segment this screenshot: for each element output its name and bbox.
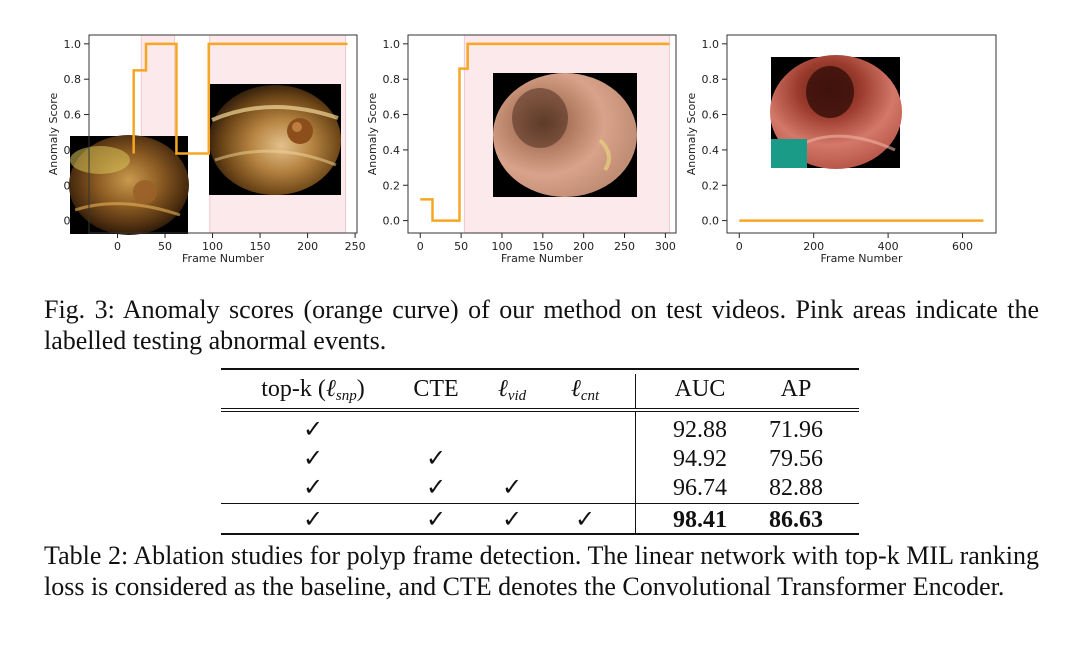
ap-value: 79.56: [769, 446, 823, 472]
y-tick-label: 0.8: [64, 73, 82, 86]
checkmark-cte: ✓: [425, 446, 447, 472]
y-tick-label: 0.8: [702, 73, 720, 86]
auc-value: 96.74: [673, 475, 727, 501]
anomaly-plot-2: 0.0 0.2 0.4 0.6 0.8 1.0 0 50 100 150 200 250 300 Fram…: [366, 34, 677, 265]
y-axis-label: Anomaly Score: [366, 92, 379, 175]
y-axis-label: Anomaly Score: [685, 92, 698, 175]
ap-value: 82.88: [769, 475, 823, 501]
y-tick-label: 1.0: [64, 38, 82, 51]
checkmark-cnt: ✓: [574, 507, 596, 533]
x-tick-label: 0: [736, 240, 743, 253]
checkmark-cte: ✓: [425, 507, 447, 533]
table-column-divider: [635, 412, 636, 533]
figure-caption: Fig. 3: Anomaly scores (orange curve) of…: [44, 295, 1039, 355]
x-tick-label: 150: [532, 240, 553, 253]
checkmark-topk: ✓: [302, 417, 324, 443]
table-header-rule: [221, 408, 859, 409]
auc-value: 94.92: [673, 446, 727, 472]
plot-frame: [726, 34, 997, 234]
endoscopy-frame-thumbnail: [69, 135, 189, 235]
x-tick-label: 50: [454, 240, 468, 253]
header-topk: top-k (ℓsnp): [261, 376, 365, 404]
plot-frame: [407, 34, 677, 234]
y-tick-label: 0.2: [702, 179, 720, 192]
anomaly-score-curve: [420, 42, 670, 222]
y-tick-label: 1.0: [383, 38, 401, 51]
anomaly-score-curve: [132, 42, 348, 155]
x-tick-label: 400: [878, 240, 899, 253]
endoscopy-frame-thumbnail: [209, 84, 341, 195]
y-axis-label: Anomaly Score: [47, 92, 60, 175]
checkmark-vid: ✓: [501, 507, 523, 533]
anomaly-score-figure: 0.0 0.2 0.4 0.6 0.8 1.0 0 50 100 150 200 250 Frame N…: [47, 34, 997, 265]
header-cte: CTE: [413, 376, 459, 402]
ap-value: 86.63: [769, 507, 823, 533]
y-tick-label: 0.6: [702, 109, 720, 122]
checkmark-topk: ✓: [302, 475, 324, 501]
y-tick-label: 0.0: [383, 215, 401, 228]
y-tick-label: 0.8: [383, 73, 401, 86]
x-tick-label: 50: [158, 240, 172, 253]
x-tick-label: 200: [297, 240, 318, 253]
annotation-box: [771, 139, 807, 168]
header-auc: AUC: [674, 376, 726, 402]
checkmark-topk: ✓: [302, 507, 324, 533]
table-bottom-rule: [221, 533, 859, 535]
x-tick-label: 300: [655, 240, 676, 253]
x-tick-label: 100: [491, 240, 512, 253]
x-tick-label: 200: [573, 240, 594, 253]
x-axis-label: Frame Number: [501, 252, 583, 265]
y-tick-label: 0.2: [383, 179, 401, 192]
table-caption: Table 2: Ablation studies for polyp fram…: [44, 541, 1039, 601]
endoscopy-frame-thumbnail: [493, 73, 637, 197]
header-l-vid: ℓvid: [497, 376, 527, 404]
ap-value: 71.96: [769, 417, 823, 443]
y-tick-label: 0.4: [702, 144, 720, 157]
auc-value: 98.41: [673, 507, 727, 533]
x-tick-label: 250: [614, 240, 635, 253]
auc-value: 92.88: [673, 417, 727, 443]
checkmark-topk: ✓: [302, 446, 324, 472]
x-axis-label: Frame Number: [182, 252, 264, 265]
x-tick-label: 100: [202, 240, 223, 253]
x-tick-label: 150: [250, 240, 271, 253]
header-ap: AP: [780, 376, 812, 402]
y-tick-label: 1.0: [702, 38, 720, 51]
x-tick-label: 200: [803, 240, 824, 253]
x-tick-label: 250: [345, 240, 366, 253]
plot-frame: [88, 34, 358, 234]
y-tick-label: 0.0: [702, 215, 720, 228]
x-tick-label: 600: [952, 240, 973, 253]
table-header-rule: [221, 411, 859, 412]
x-tick-label: 0: [417, 240, 424, 253]
table-mid-rule: [221, 503, 859, 504]
x-tick-label: 0: [114, 240, 121, 253]
header-l-cnt: ℓcnt: [570, 376, 600, 404]
anomaly-plot-3: 0.0 0.2 0.4 0.6 0.8 1.0 0 200 400 600 Frame Number…: [685, 34, 997, 265]
table-top-rule: [221, 368, 859, 370]
y-tick-label: 0.6: [64, 109, 82, 122]
y-tick-label: 0.6: [383, 109, 401, 122]
table-column-divider: [635, 374, 636, 408]
checkmark-cte: ✓: [425, 475, 447, 501]
x-axis-label: Frame Number: [821, 252, 903, 265]
checkmark-vid: ✓: [501, 475, 523, 501]
y-tick-label: 0.4: [383, 144, 401, 157]
